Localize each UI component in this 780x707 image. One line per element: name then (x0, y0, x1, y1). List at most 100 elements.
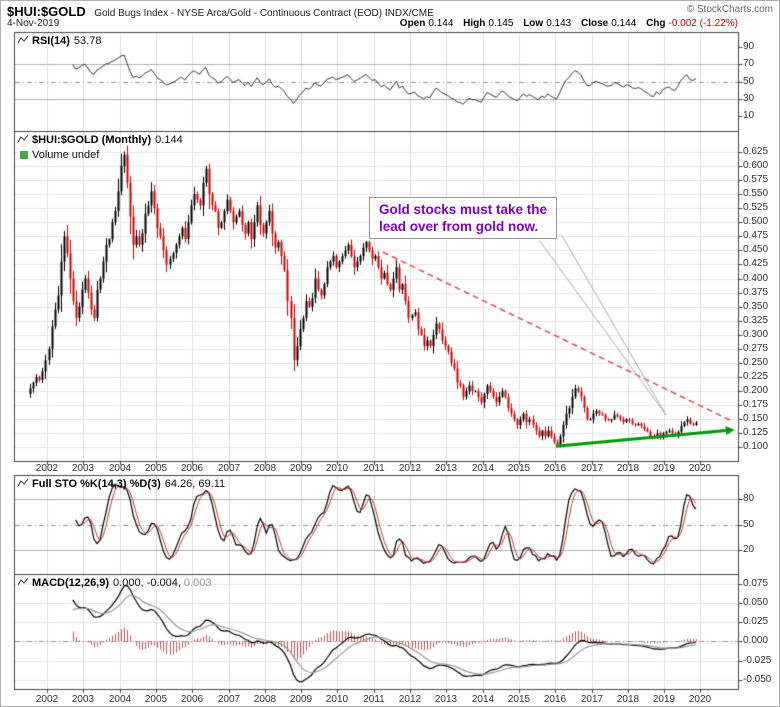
y-axis-tick-label: 20 (743, 544, 755, 555)
y-axis-tick-label: 0.350 (743, 301, 769, 312)
y-axis-tick-label: 0.225 (743, 371, 769, 382)
volume-label: Volume undef (32, 149, 100, 161)
x-axis-year-label: 2013 (434, 694, 458, 705)
y-axis-tick-label: 0.050 (743, 597, 769, 608)
x-axis-year-label: 2020 (688, 694, 712, 705)
x-axis-year-label: 2003 (71, 694, 95, 705)
y-axis-tick-label: 0.500 (743, 216, 769, 227)
annotation-line2: lead over from gold now. (379, 219, 539, 234)
x-axis-year-label: 2015 (507, 694, 531, 705)
x-axis-year-label: 2012 (398, 694, 422, 705)
header: $HUI:$GOLD Gold Bugs Index - NYSE Arca/G… (7, 3, 434, 21)
panel-chart-icon (17, 134, 29, 147)
macd-hist-value: 0.003 (183, 577, 212, 589)
macd-label: MACD(12,26,9) (32, 577, 110, 589)
x-axis-year-label: 2010 (325, 694, 349, 705)
x-axis-year-label: 2002 (35, 694, 59, 705)
x-axis-year-label: 2005 (144, 694, 168, 705)
y-axis-tick-label: 0.100 (743, 441, 769, 452)
x-axis-year-label: 2020 (688, 463, 712, 474)
x-axis-year-label: 2015 (507, 463, 531, 474)
y-axis-tick-label: 50 (743, 76, 755, 87)
y-axis-tick-label: -0.050 (743, 674, 772, 685)
x-axis-year-label: 2019 (652, 463, 676, 474)
y-axis-tick-label: 0.425 (743, 258, 769, 269)
x-axis-year-label: 2003 (71, 463, 95, 474)
panel-chart-icon (17, 35, 29, 48)
x-axis-year-label: 2018 (616, 463, 640, 474)
x-axis-year-label: 2018 (616, 694, 640, 705)
low-value: 0.143 (546, 18, 572, 29)
y-axis-tick-label: 0.400 (743, 273, 769, 284)
sto-legend: Full STO %K(14,3) %D(3) 64.26, 69.11 (17, 478, 226, 491)
volume-legend: Volume undef (20, 149, 99, 161)
x-axis-year-label: 2011 (363, 694, 385, 705)
x-axis-year-label: 2007 (217, 463, 241, 474)
y-axis-tick-label: 0.150 (743, 413, 769, 424)
x-axis-year-label: 2011 (363, 463, 385, 474)
y-axis-tick-label: 0.300 (743, 329, 769, 340)
open-label: Open (399, 18, 426, 29)
x-axis-year-label: 2004 (108, 463, 132, 474)
symbol-description: Gold Bugs Index - NYSE Arca/Gold - Conti… (94, 8, 434, 19)
x-axis-year-label: 2014 (471, 694, 495, 705)
y-axis-tick-label: -0.025 (743, 655, 772, 666)
y-axis-tick-label: 0.525 (743, 202, 769, 213)
y-axis-tick-label: 0.450 (743, 244, 769, 255)
annotation-callout: Gold stocks must take the lead over from… (369, 197, 558, 239)
y-axis-tick-label: 0.125 (743, 427, 769, 438)
x-axis-year-label: 2004 (108, 694, 132, 705)
y-axis-tick-label: 80 (743, 493, 755, 504)
y-axis-tick-label: 0.025 (743, 616, 769, 627)
y-axis-tick-label: 0.575 (743, 174, 769, 185)
y-axis-tick-label: 30 (743, 93, 755, 104)
y-axis-tick-label: 0.175 (743, 399, 769, 410)
close-value: 0.144 (611, 18, 637, 29)
annotation-line1: Gold stocks must take the (379, 202, 548, 217)
macd-value: 0.000, -0.004, (113, 577, 181, 589)
main-legend: $HUI:$GOLD (Monthly) 0.144 (17, 134, 183, 147)
chart-date: 4-Nov-2019 (7, 18, 60, 29)
rsi-legend: RSI(14) 53.78 (17, 35, 101, 48)
sto-value: 64.26, 69.11 (164, 478, 226, 490)
symbol-title: $HUI:$GOLD (7, 4, 86, 19)
x-axis-year-label: 2002 (35, 463, 59, 474)
main-symbol-label: $HUI:$GOLD (Monthly) (32, 134, 152, 146)
x-axis-year-label: 2006 (180, 463, 204, 474)
volume-swatch-icon (20, 151, 28, 159)
chg-label: Chg (646, 18, 666, 29)
low-label: Low (523, 18, 544, 29)
x-axis-year-label: 2009 (289, 463, 313, 474)
x-axis-year-label: 2009 (289, 694, 313, 705)
close-label: Close (581, 18, 609, 29)
y-axis-tick-label: 0.475 (743, 230, 769, 241)
x-axis-year-label: 2007 (217, 694, 241, 705)
copyright: © StockCharts.com (686, 4, 773, 15)
y-axis-tick-label: 0.600 (743, 160, 769, 171)
y-axis-tick-label: 0.275 (743, 343, 769, 354)
sto-label: Full STO %K(14,3) %D(3) (32, 478, 161, 490)
x-axis-year-label: 2016 (543, 463, 567, 474)
y-axis-tick-label: 10 (743, 110, 755, 121)
x-axis-year-label: 2008 (253, 463, 277, 474)
x-axis-year-label: 2012 (398, 463, 422, 474)
open-value: 0.144 (428, 18, 454, 29)
rsi-label: RSI(14) (32, 35, 70, 47)
y-axis-tick-label: 0.375 (743, 287, 769, 298)
y-axis-tick-label: 0.550 (743, 188, 769, 199)
y-axis-tick-label: 0.250 (743, 357, 769, 368)
x-axis-year-label: 2016 (543, 694, 567, 705)
x-axis-year-label: 2013 (434, 463, 458, 474)
y-axis-tick-label: 0.325 (743, 315, 769, 326)
panel-chart-icon (17, 577, 29, 590)
y-axis-tick-label: 70 (743, 58, 755, 69)
y-axis-tick-label: 0.075 (743, 578, 769, 589)
y-axis-tick-label: 0.200 (743, 385, 769, 396)
quote-strip: Open 0.144 High 0.145 Low 0.143 Close 0.144 … (400, 18, 738, 29)
x-axis-year-label: 2005 (144, 463, 168, 474)
x-axis-year-label: 2006 (180, 694, 204, 705)
y-axis-tick-label: 0.625 (743, 146, 769, 157)
panel-chart-icon (17, 478, 29, 491)
